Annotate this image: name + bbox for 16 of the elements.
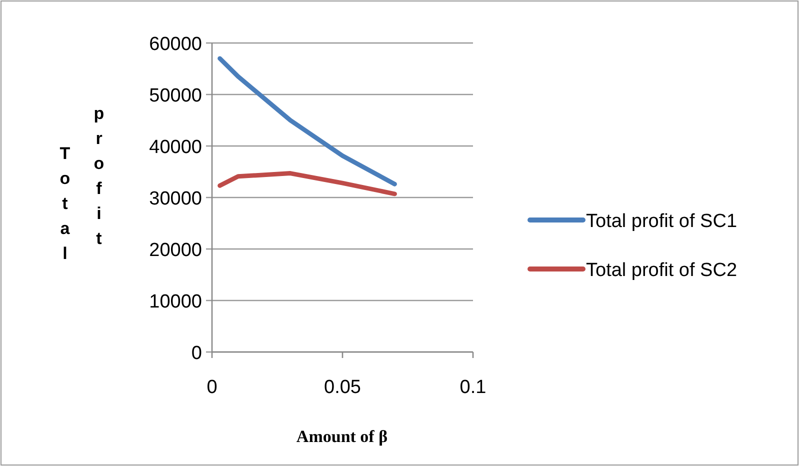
y-tick-label: 50000 xyxy=(149,86,202,106)
y-tick-label: 20000 xyxy=(149,240,202,261)
y-tick-label: 10000 xyxy=(149,292,202,312)
y-tick-label: 30000 xyxy=(149,188,202,210)
y-tick-label: 40000 xyxy=(149,137,202,158)
line-series xyxy=(218,56,397,186)
y-axis-title: Total profit xyxy=(56,104,108,269)
legend-label: Total profit of SC1 xyxy=(586,211,738,232)
x-tick-label: 0.1 xyxy=(460,377,486,398)
x-axis-title: Amount of β xyxy=(296,427,388,446)
y-tick-label: 60000 xyxy=(149,34,202,55)
x-tick-label: 0 xyxy=(206,377,218,398)
y-tick-label: 0 xyxy=(191,343,202,364)
x-tick-label: 0.05 xyxy=(324,377,361,398)
line-series xyxy=(218,171,397,196)
legend-label: Total profit of SC2 xyxy=(586,260,738,281)
